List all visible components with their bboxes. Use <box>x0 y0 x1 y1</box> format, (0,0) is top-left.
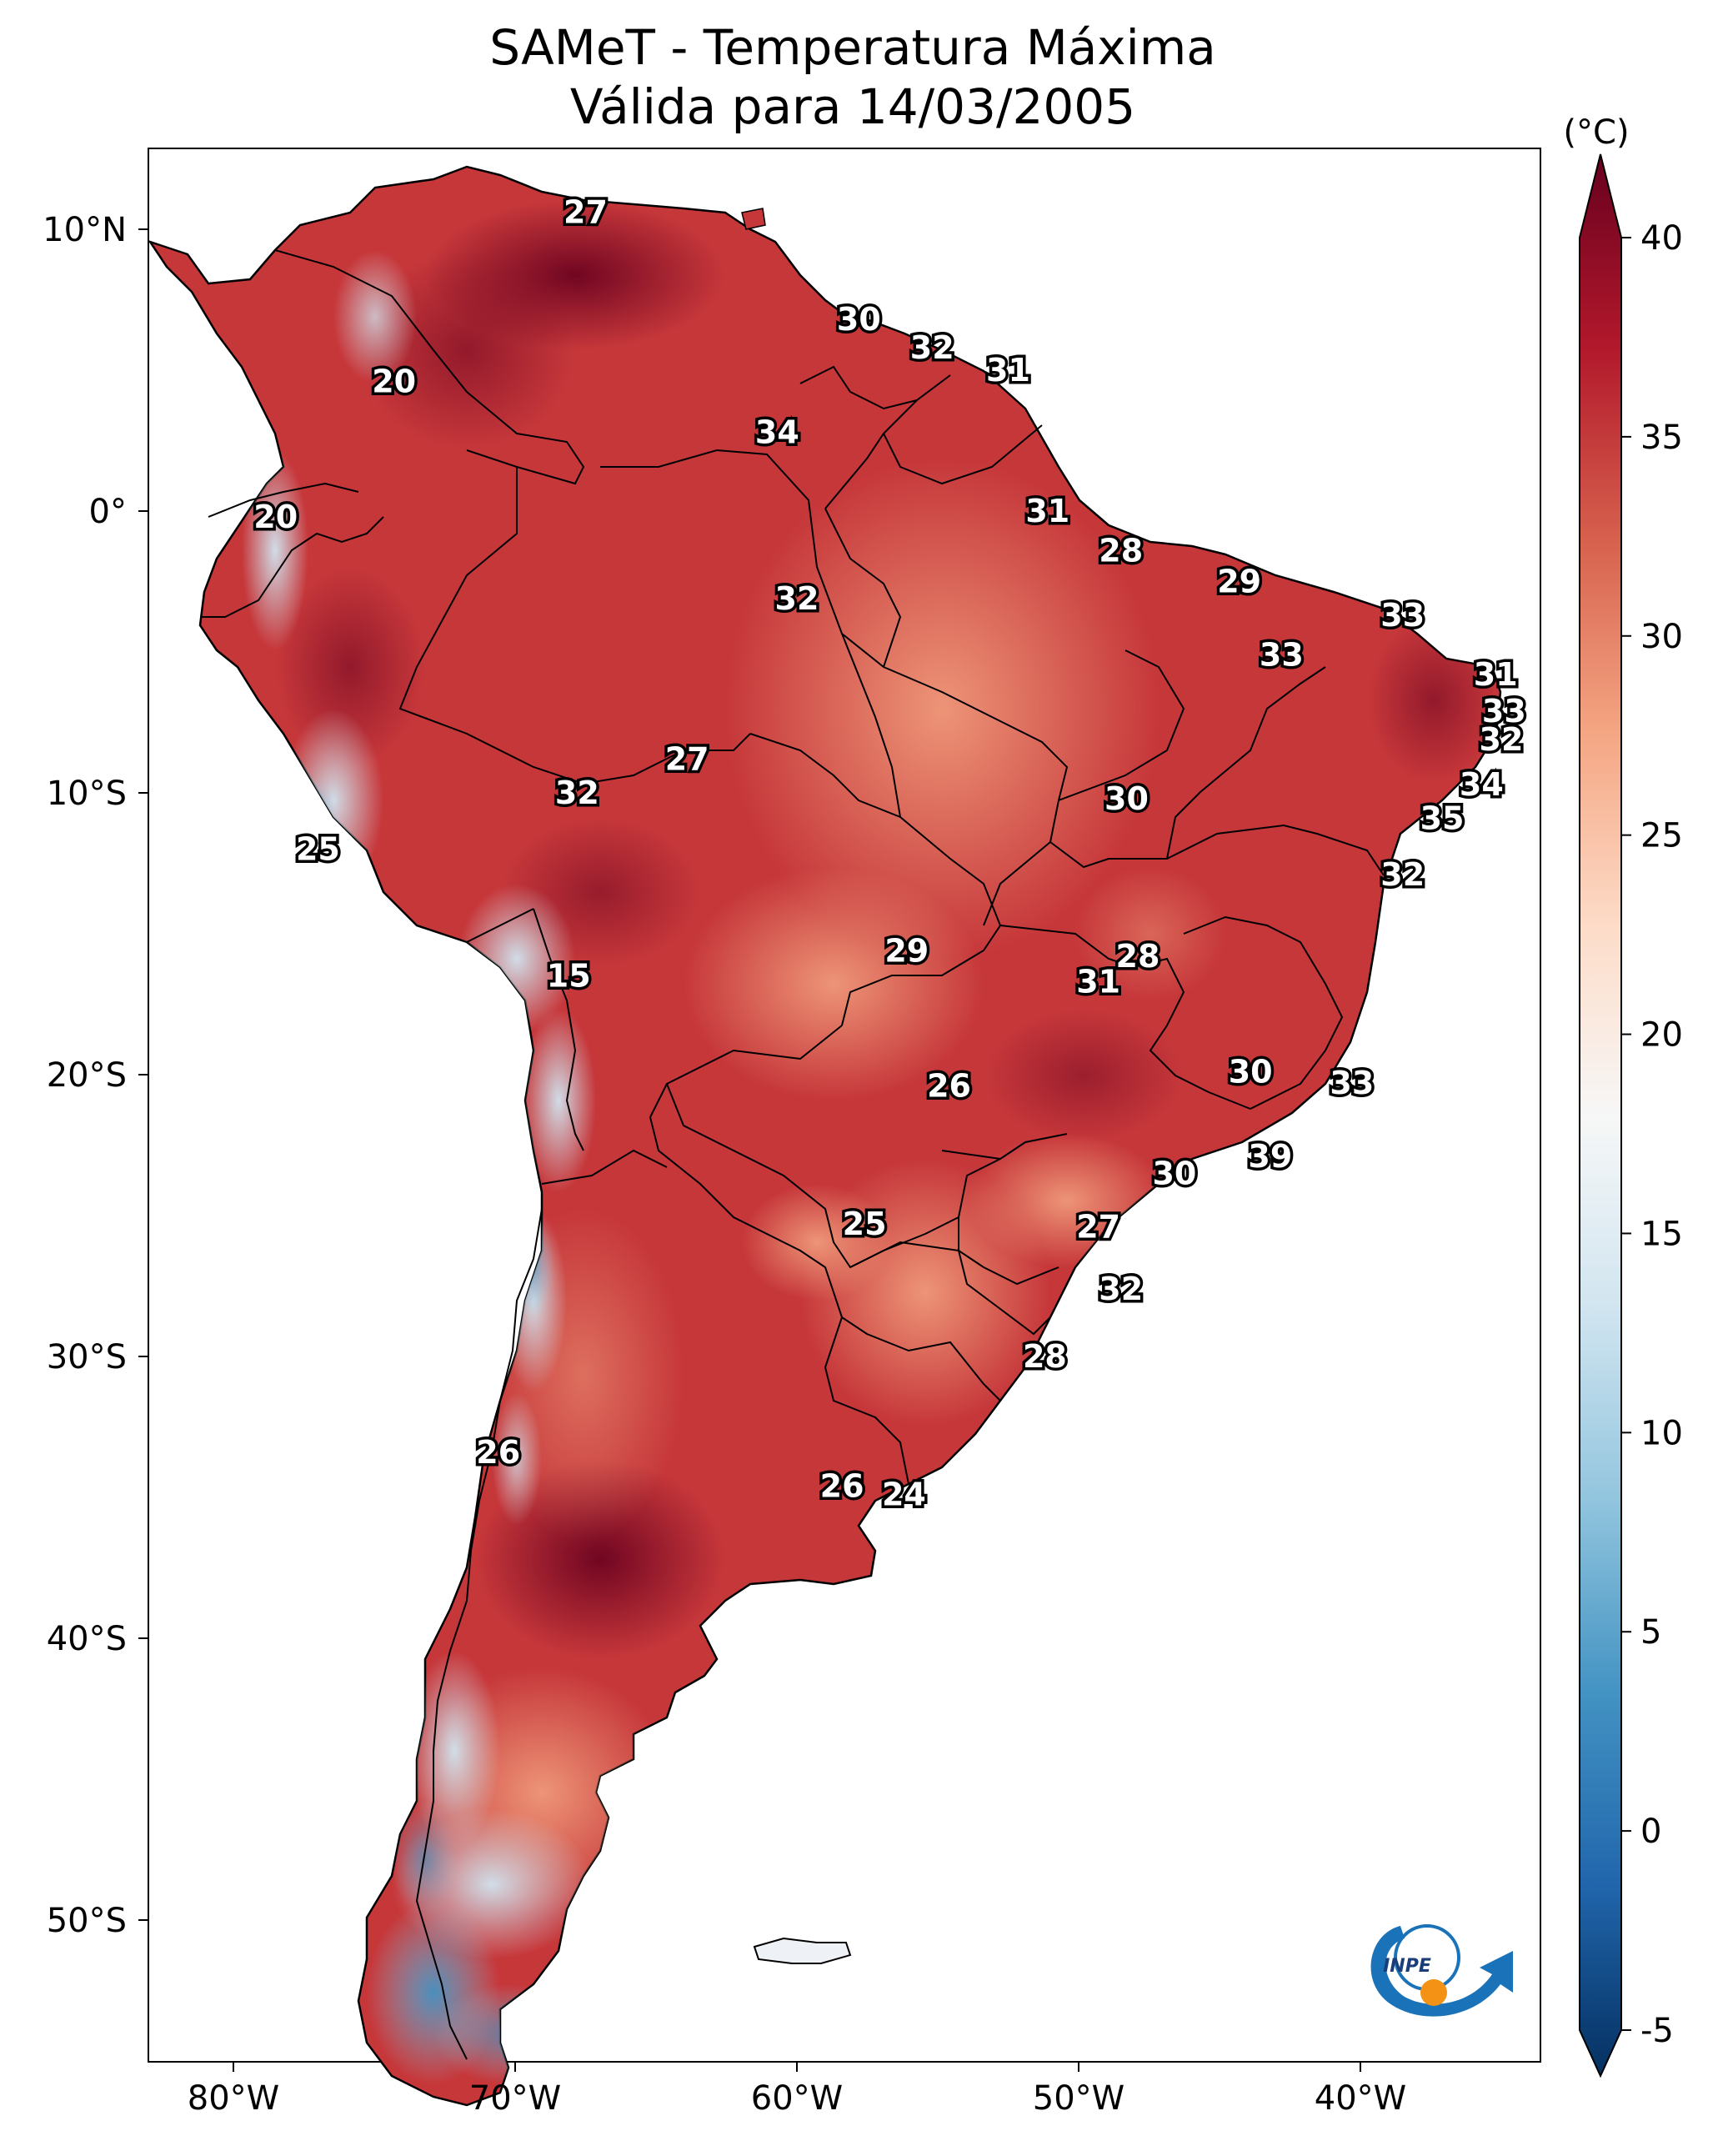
map-subtitle: Válida para 14/03/2005 <box>570 78 1135 135</box>
inpe-sun-icon <box>1420 1979 1447 2006</box>
station-value-label: 34 <box>1460 766 1504 803</box>
station-value-label: 30 <box>1229 1054 1273 1091</box>
colorbar-tick-label: 15 <box>1640 1215 1683 1253</box>
station-value-label: 29 <box>884 932 929 969</box>
station-value-label: 31 <box>1474 656 1518 693</box>
station-value-label: 27 <box>665 740 709 777</box>
lat-tick-label: 10°N <box>43 211 127 249</box>
inpe-logo-text: INPE <box>1383 1956 1431 1977</box>
lon-tick-label: 50°W <box>1033 2079 1124 2118</box>
station-value-label: 20 <box>253 499 298 535</box>
lon-tick-label: 60°W <box>751 2079 843 2118</box>
station-value-label: 31 <box>1025 493 1069 529</box>
station-value-label: 32 <box>910 329 954 366</box>
station-value-label: 32 <box>1480 721 1524 758</box>
station-value-label: 27 <box>563 194 608 231</box>
station-value-label: 33 <box>1260 636 1304 673</box>
lat-tick-label: 40°S <box>47 1620 127 1658</box>
station-value-label: 27 <box>1076 1209 1120 1246</box>
colorbar-tick-label: 10 <box>1640 1414 1683 1452</box>
station-value-label: 28 <box>1116 938 1160 975</box>
station-value-label: 15 <box>547 958 591 995</box>
station-value-label: 28 <box>1023 1338 1067 1375</box>
station-value-label: 30 <box>1104 780 1149 817</box>
lon-tick-label: 80°W <box>188 2079 279 2118</box>
station-value-label: 33 <box>1330 1065 1374 1101</box>
station-value-label: 32 <box>1380 856 1425 893</box>
latitude-axis: 10°N 0° 10°S 20°S 30°S 40°S 50°S <box>43 211 148 1940</box>
lon-tick-label: 40°W <box>1315 2079 1406 2118</box>
station-value-label: 25 <box>296 831 340 868</box>
station-value-label: 26 <box>927 1068 971 1105</box>
station-value-label: 33 <box>1482 693 1526 730</box>
station-value-label: 20 <box>372 364 416 400</box>
station-value-label: 26 <box>476 1434 520 1471</box>
colorbar-tick-label: -5 <box>1640 2012 1674 2050</box>
colorbar-tick-label: 5 <box>1640 1613 1661 1652</box>
inpe-arrow-icon <box>1370 1926 1513 2017</box>
colorbar-ticks: 40 35 30 25 20 15 10 5 0 -5 <box>1621 219 1683 2050</box>
colorbar-tick-label: 0 <box>1640 1813 1661 1851</box>
station-value-label: 39 <box>1248 1138 1292 1175</box>
lat-tick-label: 20°S <box>47 1056 127 1095</box>
inpe-logo: INPE <box>1370 1924 1513 2017</box>
station-value-label: 35 <box>1420 800 1465 836</box>
station-value-label: 26 <box>820 1467 864 1504</box>
colorbar-tick-label: 25 <box>1640 817 1683 855</box>
colorbar-tick-label: 40 <box>1640 219 1683 258</box>
station-value-label: 31 <box>986 352 1030 389</box>
lat-tick-label: 0° <box>89 493 127 531</box>
colorbar-tick-label: 20 <box>1640 1016 1683 1055</box>
lon-tick-label: 70°W <box>469 2079 561 2118</box>
lat-tick-label: 50°S <box>47 1902 127 1940</box>
colorbar: 40 35 30 25 20 15 10 5 0 -5 (°C) <box>1563 113 1683 2078</box>
station-value-label: 28 <box>1099 532 1143 569</box>
station-value-label: 30 <box>1152 1155 1196 1191</box>
station-value-label: 32 <box>1099 1271 1143 1307</box>
station-value-label: 32 <box>555 775 599 811</box>
lat-tick-label: 30°S <box>47 1338 127 1376</box>
country-borders <box>200 249 1385 2060</box>
map-title: SAMeT - Temperatura Máxima <box>489 19 1216 76</box>
longitude-axis: 80°W 70°W 60°W 50°W 40°W <box>188 2062 1406 2118</box>
station-value-label: 25 <box>843 1206 887 1242</box>
station-value-label: 31 <box>1076 963 1120 1000</box>
colorbar-unit: (°C) <box>1563 113 1629 152</box>
station-value-label: 24 <box>882 1477 926 1513</box>
colorbar-tick-label: 35 <box>1640 419 1683 457</box>
station-value-label: 32 <box>775 580 819 617</box>
colorbar-tick-label: 30 <box>1640 618 1683 656</box>
station-value-label: 34 <box>755 414 799 450</box>
station-value-label: 29 <box>1217 564 1261 600</box>
temperature-field <box>147 165 1502 2107</box>
station-value-label: 33 <box>1380 597 1425 634</box>
station-value-label: 30 <box>837 301 881 338</box>
lat-tick-label: 10°S <box>47 775 127 813</box>
